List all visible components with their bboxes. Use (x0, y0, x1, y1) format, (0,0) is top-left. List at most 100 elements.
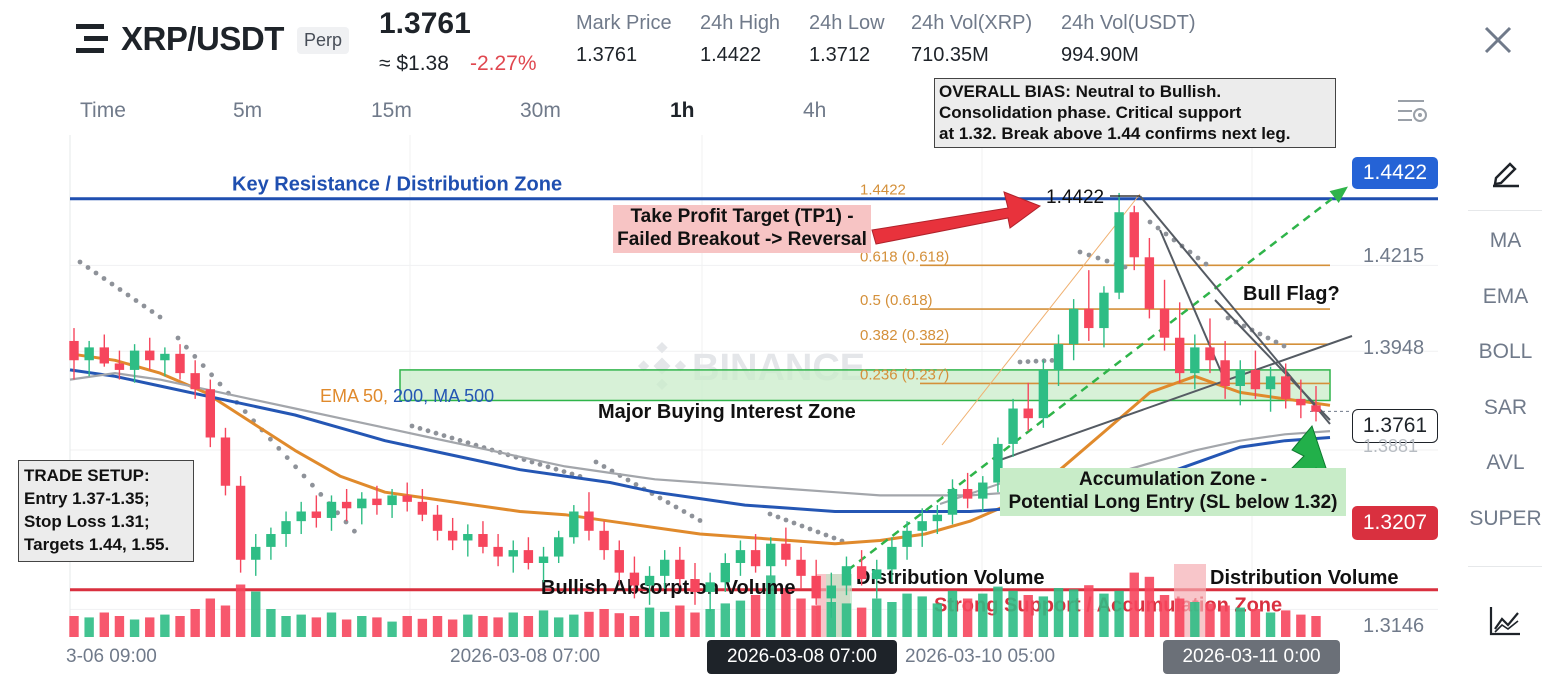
sar-dot-85 (1077, 249, 1083, 255)
candle-body-56 (917, 521, 927, 531)
volume-bar-27 (478, 616, 488, 637)
volume-bar-64 (1038, 596, 1049, 637)
sar-dot-41 (473, 442, 479, 448)
sar-dot-65 (673, 504, 679, 510)
indicator-avl[interactable]: AVL (1486, 451, 1525, 474)
sar-dot-30 (335, 510, 340, 516)
candle-body-23 (417, 501, 428, 515)
candle-body-47 (781, 543, 791, 560)
volume-bar-50 (826, 602, 837, 637)
candle-body-77 (1235, 369, 1245, 386)
sar-dot-18 (234, 400, 240, 405)
timeframe-4h[interactable]: 4h (803, 99, 827, 122)
candle-body-5 (145, 350, 155, 361)
close-icon-glyph (1484, 26, 1512, 54)
candle-body-82 (1311, 405, 1321, 412)
sar-dot-106 (1281, 343, 1287, 349)
sar-dot-52 (561, 469, 567, 474)
sar-dot-87 (1095, 255, 1101, 261)
sar-dot-58 (617, 473, 623, 478)
candle-body-38 (644, 575, 655, 586)
x-axis-crosshair-label-1: 2026-03-08 07:00 (707, 640, 897, 674)
sar-dot-34 (417, 426, 423, 431)
timeframe-5m[interactable]: 5m (233, 99, 263, 122)
sar-dot-20 (251, 418, 256, 424)
indicator-super[interactable]: SUPER (1469, 507, 1542, 530)
sar-dot-67 (689, 513, 695, 519)
sar-dot-10 (157, 314, 163, 320)
timeframe-1h[interactable]: 1h (670, 99, 695, 122)
sar-dot-7 (133, 298, 139, 303)
draw-pencil-icon[interactable] (1490, 156, 1522, 188)
sar-dot-72 (791, 520, 797, 526)
trade-setup-line-4: Targets 1.44, 1.55. (24, 535, 170, 554)
candle-body-15 (296, 511, 306, 522)
candle-body-59 (962, 488, 973, 499)
candle-body-30 (523, 550, 534, 563)
volume-bar-33 (569, 614, 579, 637)
indicator-boll[interactable]: BOLL (1478, 340, 1533, 363)
candle-body-34 (584, 511, 594, 531)
sar-dot-2 (93, 270, 99, 276)
chart-settings-icon[interactable] (1396, 98, 1428, 124)
candle-body-76 (1220, 360, 1230, 386)
sar-dot-38 (449, 435, 455, 441)
indicator-ma[interactable]: MA (1489, 229, 1522, 252)
y-axis-label-3: 1.3146 (1363, 615, 1425, 637)
sar-dot-39 (457, 438, 463, 443)
sar-dot-1 (85, 265, 91, 270)
volume-bar-45 (750, 595, 761, 637)
candle-body-22 (402, 495, 412, 502)
fib-label-3: 0.382 (0.382) (860, 327, 949, 344)
candle-body-25 (447, 530, 458, 541)
chart-settings-icon-glyph (1398, 100, 1427, 122)
sar-dot-59 (625, 477, 631, 483)
indicator-sar[interactable]: SAR (1483, 396, 1528, 419)
candle-body-66 (1068, 308, 1079, 345)
sar-dot-90 (1122, 264, 1128, 270)
volume-bar-31 (538, 610, 549, 637)
volume-bar-36 (614, 613, 624, 637)
menu-icon-glyph (76, 24, 108, 53)
timeframe-time[interactable]: Time (80, 99, 126, 122)
sar-dot-81 (1033, 358, 1039, 364)
sar-dot-24 (284, 455, 290, 460)
sar-dot-74 (807, 526, 813, 532)
take-profit-line-2: Failed Breakout -> Reversal (617, 229, 867, 250)
volume-bar-49 (811, 605, 821, 637)
timeframe-15m[interactable]: 15m (371, 99, 412, 122)
volume-bar-1 (84, 617, 94, 637)
indicator-ema[interactable]: EMA (1482, 285, 1529, 308)
sar-dot-11 (175, 335, 181, 341)
sar-dot-48 (529, 459, 535, 465)
volume-bar-14 (281, 616, 291, 637)
menu-icon[interactable] (76, 24, 108, 54)
volume-bar-21 (387, 621, 397, 637)
volume-bar-81 (1296, 614, 1306, 637)
candle-body-81 (1296, 398, 1306, 406)
x-axis-crosshair-label-2: 2026-03-11 0:00 (1163, 640, 1340, 674)
candle-body-7 (175, 353, 185, 374)
volume-bar-63 (1023, 595, 1033, 637)
y-axis-label-1: 1.4215 (1363, 245, 1425, 267)
sar-dot-13 (192, 354, 198, 359)
flag-upper-line (1139, 195, 1331, 425)
volume-bar-60 (978, 593, 988, 637)
close-icon[interactable] (1484, 26, 1512, 54)
sar-dot-79 (1017, 359, 1023, 365)
sar-dot-43 (489, 447, 495, 453)
sar-dot-89 (1113, 261, 1119, 267)
symbol-title[interactable]: XRP/USDT (121, 20, 284, 57)
stat-label-24h-low: 24h Low (809, 12, 885, 34)
candle-body-50 (826, 585, 837, 599)
candle-body-0 (69, 340, 79, 361)
sar-dot-99 (1225, 315, 1231, 321)
candle-body-31 (538, 556, 549, 563)
x-axis-label-2: 2026-03-08 07:00 (450, 646, 601, 667)
candle-body-2 (99, 347, 109, 364)
candle-body-69 (1114, 212, 1124, 293)
sar-dot-46 (513, 454, 519, 460)
indicator-chart-icon[interactable] (1488, 605, 1522, 637)
timeframe-30m[interactable]: 30m (520, 99, 561, 122)
sar-dot-75 (815, 529, 821, 535)
